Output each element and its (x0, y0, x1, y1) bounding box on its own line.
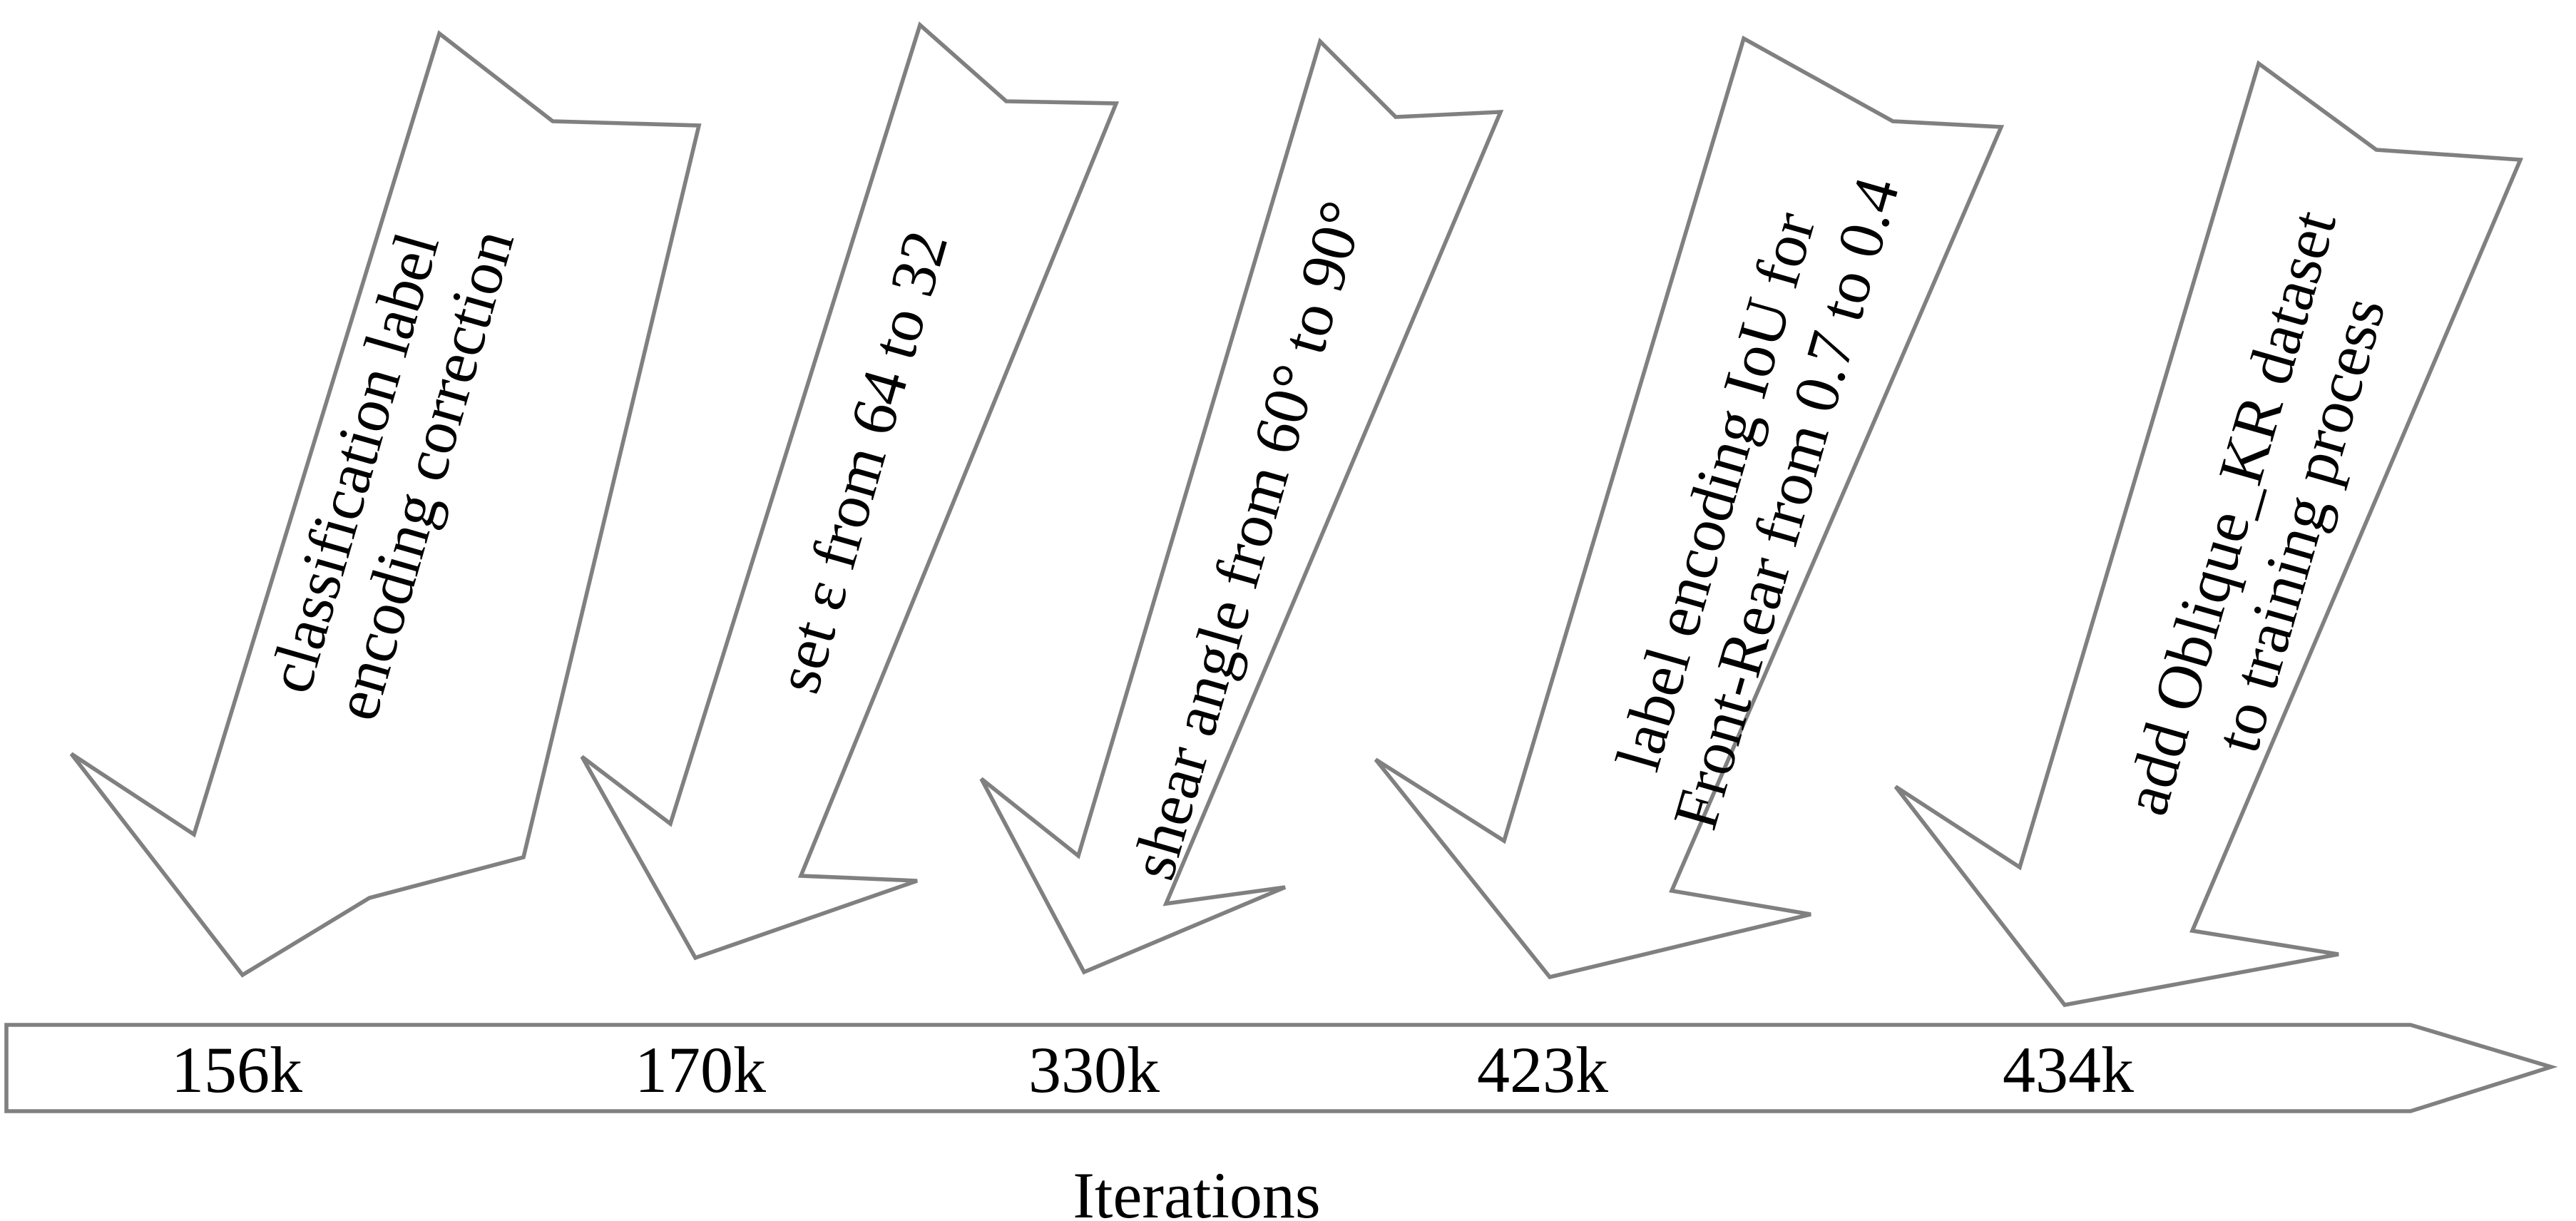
arrow-shape-3 (979, 37, 1504, 975)
milestone-arrow-5: add Oblique_KR dataset to training proce… (1893, 60, 2524, 1008)
arrow-shape-5 (1893, 60, 2524, 1008)
tick-label-423k: 423k (1477, 1033, 1608, 1106)
timeline-arrow (4, 1023, 2558, 1113)
axis-label-iterations: Iterations (1073, 1159, 1320, 1221)
tick-label-434k: 434k (2003, 1033, 2134, 1106)
milestone-arrow-1: classification label encoding correction (69, 30, 702, 978)
arrow-shape-1 (69, 30, 702, 978)
tick-label-170k: 170k (635, 1033, 766, 1106)
arrow-shape-4 (1374, 35, 2005, 980)
tick-label-330k: 330k (1028, 1033, 1160, 1106)
tick-label-156k: 156k (171, 1033, 302, 1106)
arrow-shape-2 (580, 21, 1120, 961)
